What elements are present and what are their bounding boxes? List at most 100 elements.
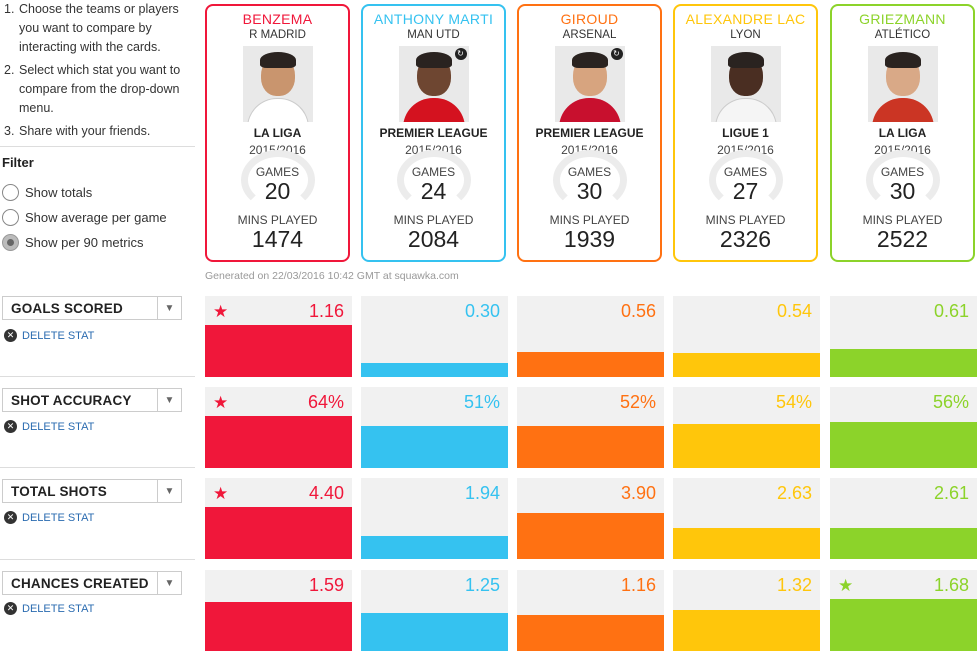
player-photo: ↻: [398, 46, 469, 122]
player-name[interactable]: GIROUD: [560, 11, 619, 27]
hair-shape: [727, 52, 764, 68]
stat-bar: [205, 325, 352, 377]
mins-played-label: MINS PLAYED: [237, 213, 318, 227]
filter-option[interactable]: Show per 90 metrics: [2, 234, 144, 251]
stat-cell: 1.16: [517, 570, 664, 651]
stat-bar: [517, 352, 664, 377]
player-name[interactable]: GRIEZMANN: [859, 11, 946, 27]
stat-value: 2.61: [933, 483, 969, 503]
stat-value: 1.25: [464, 575, 500, 595]
player-photo: ↻: [554, 46, 625, 122]
stat-cell: 0.54: [673, 296, 820, 377]
divider: [0, 559, 195, 560]
stat-bar: [673, 610, 820, 651]
stat-dropdown[interactable]: SHOT ACCURACY ▼: [2, 388, 182, 412]
star-icon: ★: [213, 302, 229, 321]
team-name: MAN UTD: [407, 29, 460, 41]
instruction-number: 3.: [4, 124, 15, 138]
filter-option[interactable]: Show totals: [2, 184, 92, 201]
instruction-list: 1. Choose the teams or players you want t…: [4, 0, 194, 141]
stat-bar: [830, 422, 977, 468]
stat-bar: [205, 507, 352, 559]
chevron-down-icon[interactable]: ▼: [157, 480, 181, 502]
player-card[interactable]: ANTHONY MARTI MAN UTD ↻ PREMIER LEAGUE 2015/…: [361, 4, 506, 262]
mins-played-value: 1939: [563, 226, 616, 252]
stat-value: 1.68: [933, 575, 969, 595]
generated-note: Generated on 22/03/2016 10:42 GMT at squ…: [205, 270, 459, 282]
stat-value: 1.16: [308, 301, 344, 321]
filter-option-label: Show totals: [25, 185, 93, 200]
instruction-step: 2. Select which stat you want to compare …: [4, 61, 194, 118]
delete-stat-button[interactable]: ✕ DELETE STAT: [4, 420, 94, 433]
player-card[interactable]: GRIEZMANN ATLÉTICO LA LIGA 2015/2016 GAMES 30…: [830, 4, 975, 262]
hair-shape: [571, 52, 608, 68]
games-ring: [709, 150, 783, 210]
delete-stat-label: DELETE STAT: [22, 602, 95, 615]
stat-bar: [361, 426, 508, 468]
player-name[interactable]: ANTHONY MARTI: [373, 11, 494, 27]
player-card[interactable]: GIROUD ARSENAL ↻ PREMIER LEAGUE 2015/2016 GAM…: [517, 4, 662, 262]
instructions: 1. Choose the teams or players you want t…: [4, 0, 194, 145]
mins-played-value: 1474: [251, 226, 304, 252]
chevron-down-icon[interactable]: ▼: [157, 297, 181, 319]
player-name[interactable]: ALEXANDRE LAC: [685, 11, 806, 27]
star-icon: ★: [213, 393, 229, 412]
stat-dropdown-label: TOTAL SHOTS: [11, 483, 107, 499]
player-card[interactable]: ALEXANDRE LAC LYON LIGUE 1 2015/2016 GAMES 27…: [673, 4, 818, 262]
hair-shape: [415, 52, 452, 68]
stat-dropdown[interactable]: CHANCES CREATED ▼: [2, 571, 182, 595]
refresh-icon[interactable]: ↻: [610, 48, 623, 60]
games-label: GAMES: [723, 165, 768, 179]
instruction-text: Choose the teams or players you want to …: [19, 2, 179, 54]
stat-value: 54%: [775, 392, 812, 412]
team-name: LYON: [730, 29, 761, 41]
mins-played-label: MINS PLAYED: [393, 213, 474, 227]
team-name: ATLÉTICO: [874, 29, 931, 41]
stat-bar: [673, 353, 820, 377]
stat-dropdown-label: GOALS SCORED: [11, 300, 123, 316]
instruction-text: Select which stat you want to compare fr…: [19, 63, 181, 115]
league-name: LIGUE 1: [722, 126, 769, 140]
stat-value: 64%: [307, 392, 344, 412]
stat-value: 1.59: [308, 575, 344, 595]
close-icon: ✕: [4, 329, 17, 342]
chevron-down-icon[interactable]: ▼: [157, 389, 181, 411]
stat-dropdown-label: CHANCES CREATED: [11, 575, 149, 591]
games-ring: [866, 150, 940, 210]
filter-title: Filter: [2, 155, 34, 170]
stat-dropdown[interactable]: TOTAL SHOTS ▼: [2, 479, 182, 503]
delete-stat-button[interactable]: ✕ DELETE STAT: [4, 602, 94, 615]
filter-option-label: Show average per game: [25, 210, 167, 225]
stat-cell: 51%: [361, 387, 508, 468]
player-card[interactable]: BENZEMA R MADRID LA LIGA 2015/2016 GAMES 20 MI…: [205, 4, 350, 262]
filter-option[interactable]: Show average per game: [2, 209, 167, 226]
games-label: GAMES: [411, 165, 456, 179]
delete-stat-label: DELETE STAT: [22, 420, 95, 433]
radio-button[interactable]: [2, 184, 19, 201]
player-photo: [242, 46, 313, 122]
close-icon: ✕: [4, 420, 17, 433]
chevron-down-icon[interactable]: ▼: [157, 572, 181, 594]
stat-cell: 54%: [673, 387, 820, 468]
stat-cell: 0.61: [830, 296, 977, 377]
player-name[interactable]: BENZEMA: [242, 11, 313, 27]
stat-cell: ★ 1.16: [205, 296, 352, 377]
radio-button[interactable]: [2, 234, 19, 251]
delete-stat-button[interactable]: ✕ DELETE STAT: [4, 511, 94, 524]
divider: [0, 376, 195, 377]
refresh-icon[interactable]: ↻: [454, 48, 467, 60]
stat-value: 4.40: [308, 483, 344, 503]
stat-bar: [361, 363, 508, 377]
games-value: 20: [264, 178, 291, 204]
games-value: 27: [732, 178, 759, 204]
stat-dropdown[interactable]: GOALS SCORED ▼: [2, 296, 182, 320]
games-value: 24: [420, 178, 447, 204]
instruction-step: 1. Choose the teams or players you want t…: [4, 0, 194, 57]
stat-value: 3.90: [620, 483, 656, 503]
stat-cell: 1.59: [205, 570, 352, 651]
radio-button[interactable]: [2, 209, 19, 226]
stat-bar: [517, 615, 664, 651]
delete-stat-button[interactable]: ✕ DELETE STAT: [4, 329, 94, 342]
stat-bar: [205, 602, 352, 651]
close-icon: ✕: [4, 511, 17, 524]
